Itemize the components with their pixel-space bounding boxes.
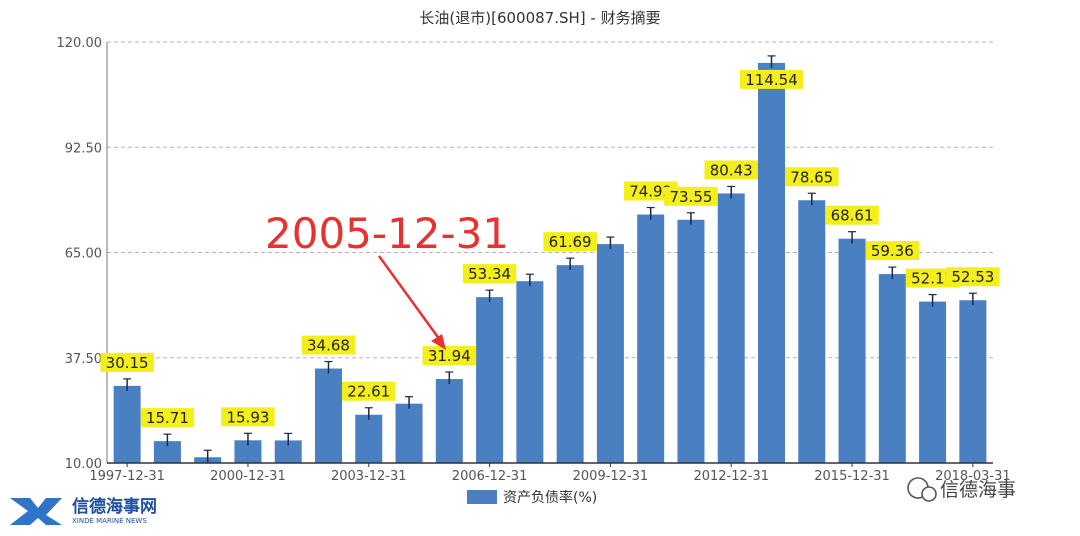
bar bbox=[919, 301, 947, 463]
bar bbox=[153, 441, 181, 463]
legend[interactable]: 资产负债率(%) bbox=[467, 489, 597, 506]
bar bbox=[717, 193, 745, 463]
data-label: 34.68 bbox=[307, 337, 350, 355]
data-label-bg bbox=[301, 335, 356, 355]
watermark: 信德海事 bbox=[907, 477, 1016, 502]
legend-swatch bbox=[467, 490, 497, 504]
watermark-text: 信德海事 bbox=[940, 479, 1016, 501]
data-label: 68.61 bbox=[831, 207, 874, 225]
data-label: 52.17 bbox=[911, 270, 954, 288]
data-label-bg bbox=[905, 268, 960, 288]
logo-subtext: XINDE MARINE NEWS bbox=[72, 517, 147, 525]
data-label-bg bbox=[704, 160, 758, 180]
x-tick-label: 1997-12-31 bbox=[89, 469, 165, 484]
data-label-bg bbox=[543, 232, 597, 252]
data-label-bg bbox=[865, 241, 920, 261]
data-label: 31.94 bbox=[428, 347, 471, 365]
data-label-bg bbox=[462, 264, 517, 284]
bar-series bbox=[113, 55, 987, 463]
data-label: 80.43 bbox=[710, 161, 753, 179]
y-tick-label: 65.00 bbox=[65, 247, 102, 262]
bar bbox=[758, 62, 785, 463]
bar bbox=[838, 238, 866, 463]
chart-title: 长油(退市)[600087.SH] - 财务摘要 bbox=[419, 9, 660, 27]
brand-logo: 信德海事网 XINDE MARINE NEWS bbox=[10, 496, 157, 525]
bar bbox=[395, 403, 423, 463]
data-label-bg bbox=[825, 205, 879, 225]
data-label-bg bbox=[664, 186, 718, 206]
data-label: 61.69 bbox=[549, 233, 592, 251]
bar bbox=[516, 281, 544, 463]
legend-label: 资产负债率(%) bbox=[503, 489, 597, 506]
data-label: 114.54 bbox=[745, 71, 798, 89]
bar bbox=[234, 440, 262, 463]
logo-text: 信德海事网 bbox=[72, 496, 157, 517]
data-label: 30.15 bbox=[106, 354, 149, 372]
bar bbox=[878, 274, 906, 463]
data-label-bg bbox=[946, 267, 1000, 287]
data-label-bg bbox=[221, 407, 275, 427]
data-label: 73.55 bbox=[669, 188, 712, 206]
data-label: 74.92 bbox=[629, 183, 672, 201]
y-axis: 10.00 37.50 65.00 92.50 120.00 bbox=[57, 36, 108, 472]
bar bbox=[798, 200, 826, 463]
data-label: 53.34 bbox=[468, 265, 511, 283]
data-label-bg bbox=[342, 381, 396, 401]
bar bbox=[355, 414, 383, 463]
x-tick-label: 2003-12-31 bbox=[331, 469, 407, 484]
wechat-icon-small bbox=[921, 486, 937, 502]
y-tick-label: 92.50 bbox=[65, 141, 102, 156]
data-label-bg bbox=[623, 181, 678, 201]
bar bbox=[596, 244, 624, 463]
x-tick-label: 2000-12-31 bbox=[210, 469, 286, 484]
bar bbox=[113, 385, 141, 463]
data-label-bg bbox=[140, 408, 195, 428]
x-tick-label: 2012-12-31 bbox=[693, 469, 769, 484]
data-label: 78.65 bbox=[790, 168, 833, 186]
data-label-bg bbox=[422, 346, 477, 366]
data-label: 22.61 bbox=[347, 383, 390, 401]
data-label-bg bbox=[740, 69, 803, 89]
data-label: 15.71 bbox=[146, 409, 189, 427]
x-tick-label: 2006-12-31 bbox=[452, 469, 528, 484]
bar bbox=[435, 379, 463, 463]
annotation-arrow-head bbox=[431, 334, 446, 350]
y-tick-label: 37.50 bbox=[65, 352, 102, 367]
data-label: 15.93 bbox=[226, 408, 269, 426]
annotation: 2005-12-31 bbox=[265, 209, 509, 350]
bar bbox=[959, 300, 987, 463]
bar bbox=[274, 440, 302, 463]
annotation-text: 2005-12-31 bbox=[265, 209, 509, 258]
bar bbox=[556, 265, 584, 463]
x-tick-label: 2009-12-31 bbox=[573, 469, 649, 484]
data-labels: 30.15 15.71 15.93 34.68 22.61 31.94 53.34 61.69… bbox=[100, 69, 1000, 428]
data-label-bg bbox=[785, 167, 839, 187]
x-tick-label: 2018-03-31 bbox=[935, 469, 1011, 484]
logo-icon bbox=[10, 498, 62, 525]
y-tick-label: 10.00 bbox=[65, 457, 102, 472]
bar bbox=[677, 219, 705, 463]
data-label: 52.53 bbox=[951, 268, 994, 286]
annotation-arrow-line bbox=[377, 255, 442, 341]
data-label: 59.36 bbox=[871, 242, 914, 260]
y-tick-label: 120.00 bbox=[57, 36, 103, 51]
bar bbox=[315, 368, 342, 463]
x-tick-label: 2015-12-31 bbox=[814, 469, 890, 484]
bar bbox=[476, 297, 504, 463]
bar bbox=[637, 214, 665, 463]
x-axis: 1997-12-31 2000-12-31 2003-12-31 2006-12-31… bbox=[89, 462, 1011, 484]
data-label-bg bbox=[100, 352, 154, 372]
